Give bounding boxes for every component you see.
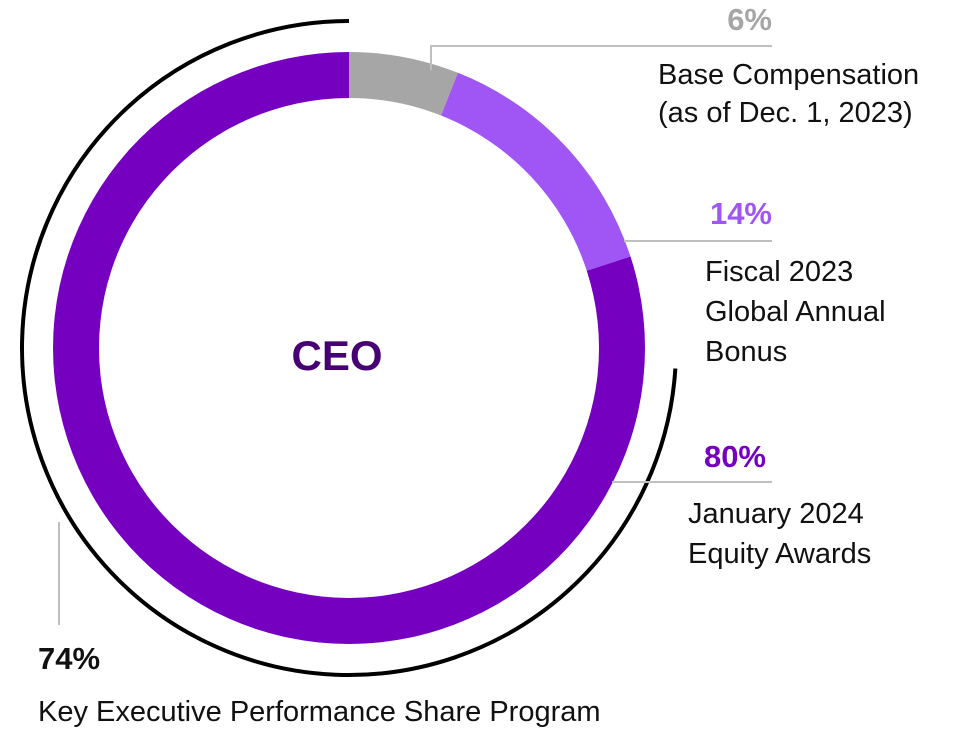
value-label-base-compensation: 6% <box>727 2 772 37</box>
value-label-kepsp: 74% <box>38 641 100 676</box>
value-label-equity-awards: 80% <box>704 439 766 474</box>
value-label-global-annual-bonus: 14% <box>710 196 772 231</box>
label-global-annual-bonus-line-1: Fiscal 2023 <box>705 256 853 288</box>
leader-line-base-compensation <box>430 45 772 70</box>
slice-global-annual-bonus <box>441 72 631 271</box>
label-base-compensation-line-1: Base Compensation <box>658 59 919 91</box>
kepsp-bracket-arc <box>20 19 678 677</box>
center-label: CEO <box>291 332 382 379</box>
label-kepsp: Key Executive Performance Share Program <box>38 696 601 728</box>
label-equity-awards-line-1: January 2024 <box>688 498 864 530</box>
slice-base-compensation <box>349 52 458 116</box>
label-global-annual-bonus-line-3: Bonus <box>705 336 787 368</box>
label-equity-awards-line-2: Equity Awards <box>688 538 871 570</box>
label-base-compensation-line-2: (as of Dec. 1, 2023) <box>658 97 913 129</box>
label-global-annual-bonus-line-2: Global Annual <box>705 296 886 328</box>
